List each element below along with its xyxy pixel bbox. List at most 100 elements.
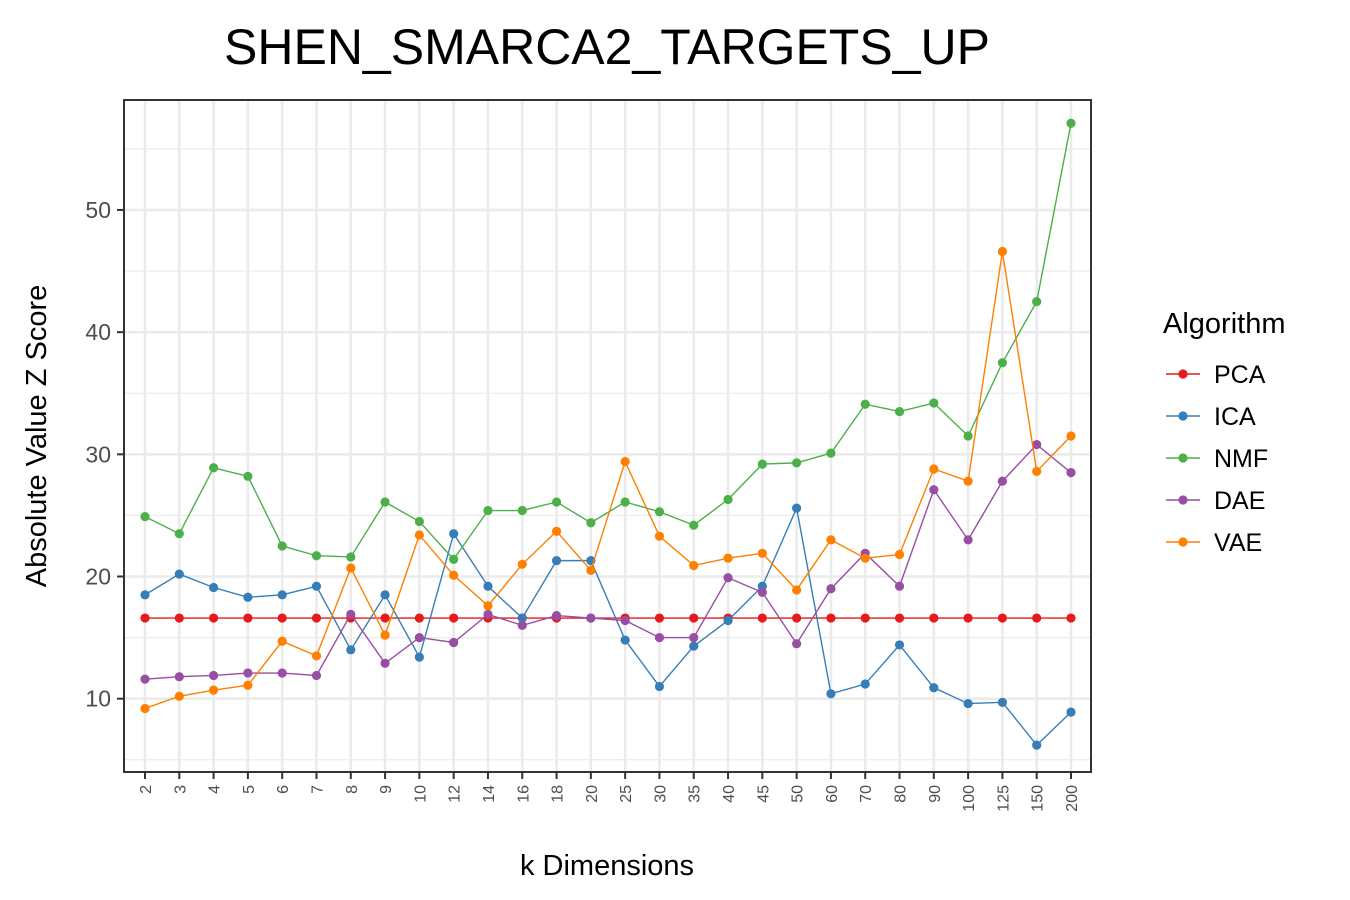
legend-key-point-nmf <box>1178 453 1188 463</box>
x-tick-label: 80 <box>893 785 910 803</box>
data-point-ica <box>174 569 184 579</box>
series-nmf <box>140 118 1076 565</box>
x-tick-label: 25 <box>618 785 635 803</box>
series-layer <box>140 118 1076 750</box>
x-axis-title: k Dimensions <box>520 850 694 882</box>
legend-key-point-pca <box>1178 369 1188 379</box>
y-tick-label: 40 <box>85 319 111 345</box>
chart-title: SHEN_SMARCA2_TARGETS_UP <box>224 19 990 75</box>
data-point-nmf <box>346 552 356 562</box>
data-point-ica <box>311 581 322 591</box>
data-point-vae <box>826 535 836 545</box>
data-point-nmf <box>654 507 665 517</box>
series-line-ica <box>144 505 1072 747</box>
data-point-dae <box>517 620 527 630</box>
legend-item-dae: DAE <box>1166 487 1265 515</box>
data-point-pca <box>894 613 905 623</box>
data-point-pca <box>757 613 767 623</box>
data-point-dae <box>243 668 253 678</box>
data-point-nmf <box>208 463 219 473</box>
data-point-nmf <box>963 431 973 441</box>
data-point-vae <box>963 476 973 486</box>
data-point-ica <box>208 582 219 593</box>
x-tick-label: 9 <box>378 785 395 794</box>
x-tick-label: 20 <box>584 785 601 803</box>
data-point-ica <box>894 640 905 650</box>
data-point-vae <box>551 526 562 536</box>
data-point-dae <box>792 639 802 649</box>
data-point-dae <box>551 611 562 621</box>
data-point-nmf <box>380 497 390 507</box>
data-point-nmf <box>174 529 184 539</box>
x-tick-label: 35 <box>687 785 704 803</box>
data-point-ica <box>414 652 424 662</box>
data-point-dae <box>620 615 630 626</box>
data-point-nmf <box>860 399 870 409</box>
x-tick-label: 50 <box>790 785 807 803</box>
data-point-vae <box>723 553 733 563</box>
data-point-ica <box>517 613 527 623</box>
data-point-ica <box>277 590 287 600</box>
data-point-pca <box>414 613 424 623</box>
data-point-pca <box>174 613 184 623</box>
data-point-vae <box>380 630 390 640</box>
x-tick-label: 60 <box>824 785 841 803</box>
data-point-vae <box>894 549 905 560</box>
data-point-ica <box>243 592 253 602</box>
data-point-pca <box>311 613 322 623</box>
y-tick-label: 20 <box>85 564 111 590</box>
data-point-vae <box>586 565 596 576</box>
data-point-nmf <box>792 458 802 468</box>
x-tick-label: 30 <box>652 785 669 803</box>
data-point-ica <box>689 641 699 651</box>
data-point-ica <box>380 590 390 600</box>
x-tick-label: 70 <box>858 785 875 803</box>
data-point-dae <box>757 587 767 597</box>
data-point-nmf <box>414 516 424 527</box>
data-point-nmf <box>620 497 630 507</box>
plot-border <box>123 99 1092 773</box>
data-point-ica <box>483 581 493 591</box>
data-point-ica <box>963 698 973 709</box>
y-tick-label: 30 <box>85 441 111 467</box>
series-vae <box>140 246 1076 714</box>
data-point-dae <box>277 668 287 678</box>
data-point-dae <box>586 613 596 623</box>
legend-label-ica: ICA <box>1214 403 1256 431</box>
data-point-nmf <box>311 551 322 561</box>
legend-item-pca: PCA <box>1166 361 1266 389</box>
data-point-ica <box>929 683 939 693</box>
data-point-pca <box>963 613 973 623</box>
data-point-nmf <box>483 505 493 516</box>
x-tick-label: 7 <box>309 785 326 794</box>
major-gridlines <box>124 100 1091 772</box>
legend-title: Algorithm <box>1163 308 1286 340</box>
data-point-nmf <box>894 406 905 417</box>
data-point-dae <box>208 670 219 681</box>
data-point-dae <box>826 584 836 594</box>
x-tick-label: 6 <box>275 785 292 794</box>
data-point-ica <box>723 615 733 626</box>
data-point-pca <box>689 613 699 623</box>
data-point-dae <box>997 476 1008 486</box>
data-point-vae <box>757 548 767 558</box>
x-tick-label: 18 <box>550 785 567 803</box>
data-point-dae <box>174 672 184 682</box>
data-point-dae <box>689 633 699 643</box>
data-point-dae <box>1032 439 1042 450</box>
data-point-nmf <box>449 554 459 565</box>
data-point-vae <box>997 246 1008 257</box>
data-point-ica <box>551 556 562 566</box>
x-tick-label: 3 <box>172 785 189 794</box>
data-point-vae <box>517 559 527 569</box>
data-point-pca <box>277 613 287 623</box>
data-point-ica <box>826 689 836 699</box>
data-point-dae <box>414 633 424 643</box>
data-point-dae <box>380 658 390 668</box>
data-point-ica <box>997 697 1008 707</box>
data-point-ica <box>792 503 802 513</box>
data-point-ica <box>620 635 630 645</box>
data-point-vae <box>243 680 253 690</box>
legend-item-vae: VAE <box>1166 529 1262 557</box>
y-axis-title: Absolute Value Z Score <box>21 285 53 588</box>
